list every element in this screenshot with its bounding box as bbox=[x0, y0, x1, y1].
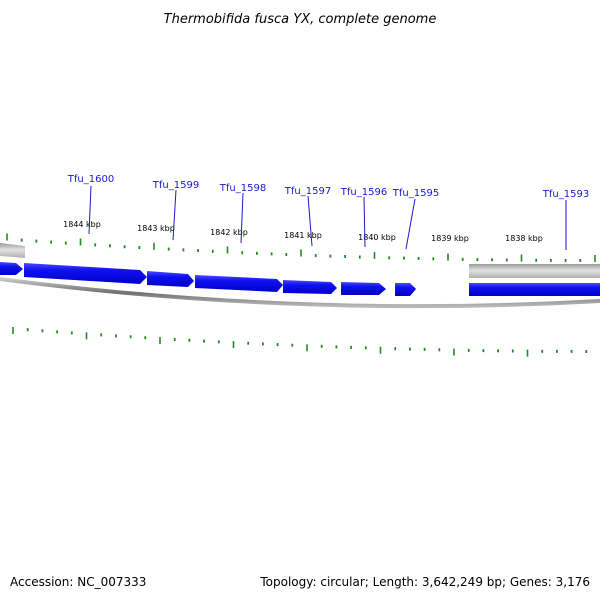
gene-label-tfu-1598[interactable]: Tfu_1598 bbox=[219, 183, 266, 194]
ruler-label-1842: 1842 kbp bbox=[210, 228, 248, 237]
gene-arrow-tfu-1598 bbox=[195, 275, 283, 292]
gene-arrow-tfu-1597 bbox=[283, 280, 337, 294]
genome-backbone bbox=[0, 277, 600, 309]
ruler-label-1840: 1840 kbp bbox=[358, 233, 396, 242]
gene-arrow bbox=[0, 262, 23, 275]
gray-track-right bbox=[469, 264, 600, 278]
gene-label-tfu-1595[interactable]: Tfu_1595 bbox=[392, 188, 439, 199]
gene-label-tfu-1597[interactable]: Tfu_1597 bbox=[284, 186, 331, 197]
gene-leader-tfu-1596 bbox=[363, 196, 366, 248]
ruler-label-1838: 1838 kbp bbox=[505, 234, 543, 243]
ruler-ticks-top bbox=[6, 233, 596, 262]
ruler-label-1839: 1839 kbp bbox=[431, 234, 469, 243]
accession-label: Accession: NC_007333 bbox=[10, 575, 146, 589]
gene-label-tfu-1599[interactable]: Tfu_1599 bbox=[152, 180, 199, 191]
gene-arrow-tfu-1593 bbox=[469, 283, 600, 296]
genome-summary: Topology: circular; Length: 3,642,249 bp… bbox=[259, 575, 590, 589]
gene-arrow-tfu-1600 bbox=[24, 263, 147, 284]
gene-label-tfu-1596[interactable]: Tfu_1596 bbox=[340, 187, 387, 198]
gene-arrow-tfu-1595 bbox=[395, 283, 416, 296]
gene-leader-tfu-1598 bbox=[240, 192, 244, 244]
genome-title: Thermobifida fusca YX, complete genome bbox=[164, 12, 437, 27]
gene-label-tfu-1593[interactable]: Tfu_1593 bbox=[542, 189, 589, 200]
gray-track-left bbox=[0, 243, 25, 258]
gene-arrow-tfu-1596 bbox=[341, 282, 386, 295]
ruler-label-1844: 1844 kbp bbox=[63, 220, 101, 229]
ruler-ticks-bottom bbox=[12, 327, 588, 357]
gene-leader-tfu-1599 bbox=[172, 189, 177, 241]
ruler-label-1843: 1843 kbp bbox=[137, 224, 175, 233]
gene-leader-tfu-1595 bbox=[405, 198, 416, 250]
gene-label-tfu-1600[interactable]: Tfu_1600 bbox=[67, 174, 114, 185]
gene-leader-tfu-1600 bbox=[88, 185, 92, 235]
gene-arrow-tfu-1599 bbox=[147, 271, 194, 287]
ruler-label-1841: 1841 kbp bbox=[284, 231, 322, 240]
gene-leader-tfu-1597 bbox=[307, 195, 313, 247]
